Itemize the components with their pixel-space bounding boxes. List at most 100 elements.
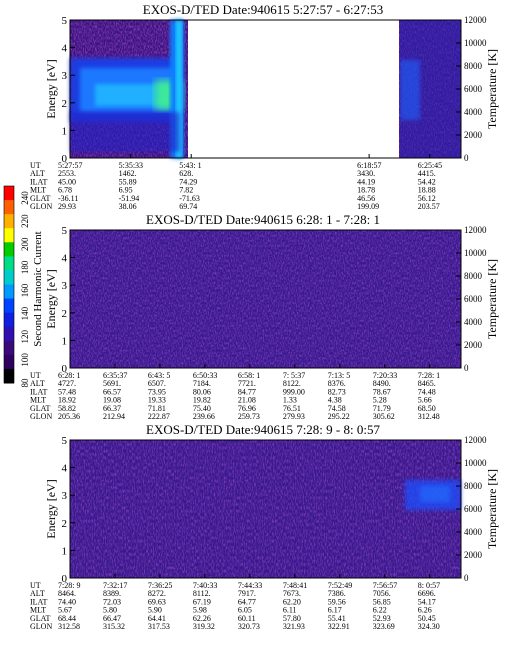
ephemeris-value: -36.11 (58, 194, 78, 203)
ephemeris-value: 6.11 (283, 606, 297, 615)
ephemeris-value: 46.56 (357, 194, 375, 203)
energy-tick-label: 3 (62, 490, 68, 502)
temperature-tick-label: 12000 (464, 225, 487, 235)
ephemeris-value: 68.50 (418, 404, 436, 413)
colorbar-block (4, 354, 14, 370)
temperature-tick-label: 10000 (464, 38, 487, 48)
ephemeris-value: 6.05 (238, 606, 252, 615)
ephemeris-value: 321.93 (283, 622, 305, 631)
colorbar-block (4, 214, 14, 229)
ephemeris-row-label: GLON (30, 412, 52, 421)
colorbar-block (4, 270, 14, 285)
ephemeris-value: 19.82 (193, 396, 211, 405)
ephemeris-value: 58.82 (58, 404, 76, 413)
ephemeris-row-label: MLT (30, 606, 46, 615)
ephemeris-row-label: GLON (30, 622, 52, 631)
ephemeris-value: 6:28: 1 (58, 371, 80, 380)
ephemeris-row-label: MLT (30, 186, 46, 195)
ephemeris-value: 76.96 (238, 404, 256, 413)
temperature-tick-label: 12000 (464, 435, 487, 445)
ephemeris-value: 74.48 (418, 387, 436, 396)
ephemeris-value: 7.82 (179, 186, 193, 195)
ephemeris-value: 1.33 (283, 396, 297, 405)
ephemeris-row-label: ILAT (30, 177, 47, 186)
panel-3-ylabel-right: Temperature [K] (485, 469, 499, 549)
ephemeris-value: 312.58 (58, 622, 80, 631)
ephemeris-value: 68.44 (58, 614, 76, 623)
ephemeris-row-label: UT (30, 371, 41, 380)
energy-tick-label: 1 (62, 545, 68, 557)
panel-1-temperature-ticks: 0 2000 4000 6000 8000 10000 12000 (456, 15, 487, 163)
ephemeris-value: 3430. (357, 169, 375, 178)
ephemeris-value: 305.62 (373, 412, 395, 421)
ephemeris-value: 57.48 (58, 387, 76, 396)
ephemeris-value: 6.17 (328, 606, 342, 615)
energy-tick-label: 1 (62, 125, 68, 137)
ephemeris-value: 319.32 (193, 622, 215, 631)
energy-tick-label: 4 (62, 43, 68, 55)
temperature-tick-label: 8000 (464, 61, 483, 71)
ephemeris-value: 45.00 (58, 177, 76, 186)
ephemeris-value: 7:20:33 (373, 371, 397, 380)
temperature-tick-label: 10000 (464, 458, 487, 468)
ephemeris-value: 21.08 (238, 396, 256, 405)
panel-1-ylabel-right: Temperature [K] (485, 49, 499, 129)
colorbar-block (4, 186, 14, 201)
ephemeris-value: 5:27:57 (58, 161, 82, 170)
ephemeris-value: 56.85 (373, 597, 391, 606)
energy-tick-label: 0 (62, 573, 68, 585)
ephemeris-value: 259.73 (238, 412, 260, 421)
ephemeris-value: 5.66 (418, 396, 432, 405)
ephemeris-value: 203.57 (418, 202, 440, 211)
colorbar-tick-label: 160 (20, 283, 30, 297)
ephemeris-value: 5691. (103, 379, 121, 388)
ephemeris-value: 5:35:33 (119, 161, 143, 170)
ephemeris-value: 6.78 (58, 186, 72, 195)
colorbar-block (4, 326, 14, 342)
ephemeris-value: 57.80 (283, 614, 301, 623)
ephemeris-value: 5.80 (103, 606, 117, 615)
colorbar-block (4, 256, 14, 271)
colorbar-tick-label: 140 (20, 306, 30, 320)
ephemeris-value: 322.91 (328, 622, 350, 631)
colorbar-block (4, 368, 14, 384)
energy-tick-label: 0 (62, 363, 68, 375)
ephemeris-value: 19.08 (103, 396, 121, 405)
ephemeris-value: 212.94 (103, 412, 125, 421)
ephemeris-value: 7:28: 9 (58, 581, 80, 590)
ephemeris-value: 18.88 (418, 186, 436, 195)
ephemeris-value: 74.29 (179, 177, 197, 186)
ephemeris-value: 628. (179, 169, 193, 178)
ephemeris-value: 7:32:17 (103, 581, 127, 590)
ephemeris-value: 279.93 (283, 412, 305, 421)
ephemeris-value: 64.77 (238, 597, 256, 606)
ephemeris-value: 7721. (238, 379, 256, 388)
ephemeris-value: 75.40 (193, 404, 211, 413)
ephemeris-value: 69.74 (179, 202, 197, 211)
temperature-tick-label: 8000 (464, 481, 483, 491)
colorbar-tick-label: 240 (20, 191, 30, 205)
panel-2-temperature-ticks: 0 2000 4000 6000 8000 10000 12000 (456, 225, 487, 373)
colorbar-block (4, 298, 14, 314)
ephemeris-row-label: GLAT (30, 614, 51, 623)
temperature-tick-label: 6000 (464, 504, 483, 514)
energy-tick-label: 5 (62, 15, 68, 27)
panel-1-ylabel: Energy [eV] (44, 59, 58, 118)
ephemeris-value: 7:40:33 (193, 581, 217, 590)
ephemeris-value: 80.06 (193, 387, 211, 396)
ephemeris-value: 7:52:49 (328, 581, 352, 590)
ephemeris-value: 66.57 (103, 387, 121, 396)
ephemeris-value: 18.92 (58, 396, 76, 405)
ephemeris-value: 7:44:33 (238, 581, 262, 590)
energy-tick-label: 4 (62, 463, 68, 475)
ephemeris-value: 55.41 (328, 614, 346, 623)
panel-1-data-gap (188, 20, 399, 158)
colorbar-frame (3, 185, 15, 384)
temperature-tick-label: 10000 (464, 248, 487, 258)
ephemeris-value: 7: 5:37 (283, 371, 305, 380)
ephemeris-value: 78.67 (373, 387, 391, 396)
ephemeris-value: 222.87 (148, 412, 170, 421)
ephemeris-value: 7:28: 1 (418, 371, 440, 380)
panel-3-temperature-ticks: 0 2000 4000 6000 8000 10000 12000 (456, 435, 487, 583)
ephemeris-value: 315.32 (103, 622, 125, 631)
